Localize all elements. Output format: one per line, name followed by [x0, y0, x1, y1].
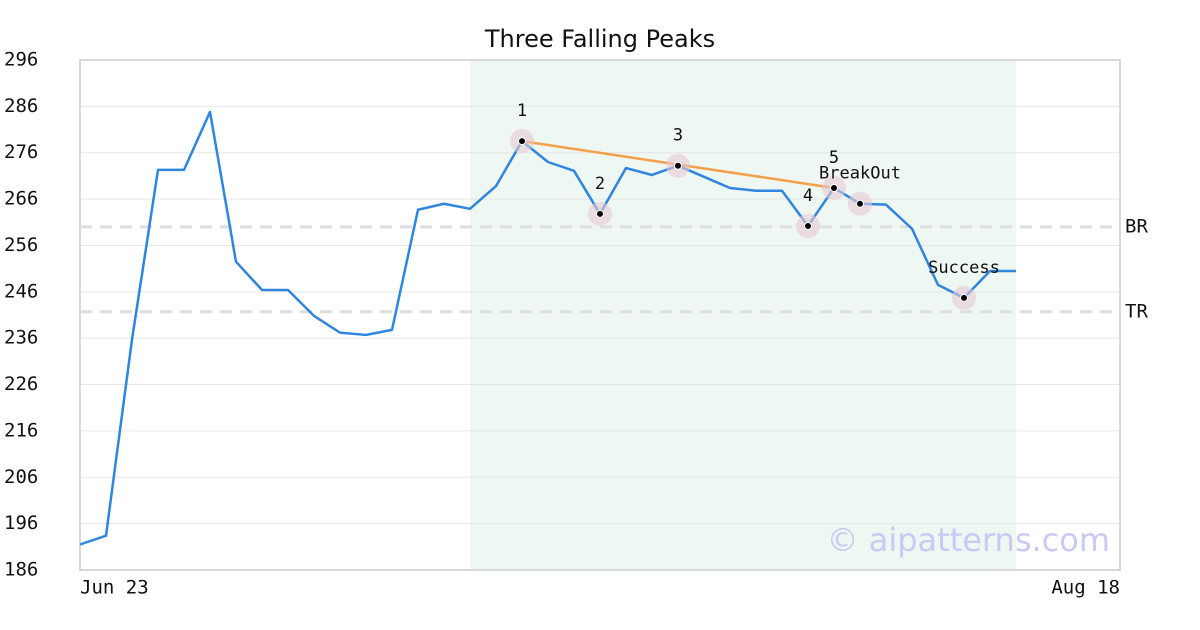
y-tick-label: 186 [4, 559, 38, 581]
annotation-label: BreakOut [819, 164, 901, 184]
y-tick-label: 266 [4, 188, 38, 210]
annotation-label: 4 [803, 186, 813, 206]
x-tick-label: Aug 18 [1051, 577, 1120, 599]
annotation-label: 2 [595, 174, 605, 194]
watermark: © aipatterns.com [827, 521, 1110, 559]
y-tick-label: 276 [4, 141, 38, 163]
annotation-point [804, 221, 812, 230]
plot-frame [79, 59, 1121, 571]
y-tick-label: 296 [4, 49, 38, 71]
annotation-label: Success [928, 258, 1000, 278]
annotation-point [960, 293, 968, 302]
annotation-label: 1 [517, 101, 527, 121]
y-tick-label: 226 [4, 373, 38, 395]
annotation-point [856, 199, 864, 208]
annotation-label: 5 [829, 148, 839, 168]
annotation-point [518, 137, 526, 146]
highlight-region [470, 60, 1016, 570]
y-tick-label: 196 [4, 512, 38, 534]
annotation-point [674, 161, 682, 170]
annotation-point [830, 183, 838, 192]
y-tick-label: 206 [4, 466, 38, 488]
y-tick-label: 216 [4, 419, 38, 441]
reference-label: BR [1125, 215, 1148, 237]
chart-title: Three Falling Peaks [484, 25, 715, 53]
annotation-point [596, 209, 604, 218]
y-tick-label: 236 [4, 327, 38, 349]
x-tick-label: Jun 23 [80, 577, 149, 599]
annotation-label: 3 [673, 126, 683, 146]
y-tick-label: 256 [4, 234, 38, 256]
reference-label: TR [1125, 300, 1148, 322]
y-tick-label: 286 [4, 95, 38, 117]
y-tick-label: 246 [4, 280, 38, 302]
